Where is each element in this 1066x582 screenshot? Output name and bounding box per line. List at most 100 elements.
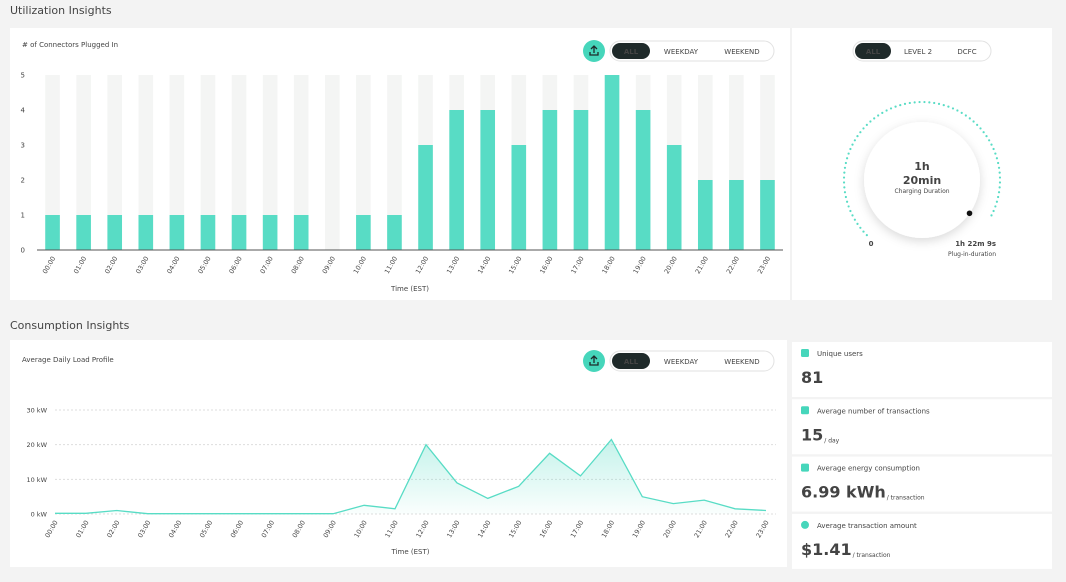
- y-tick-label: 0: [21, 247, 25, 255]
- gauge-dot: [859, 131, 862, 134]
- gauge-dot: [885, 109, 888, 112]
- gauge-dot: [933, 101, 936, 105]
- bar: [418, 145, 433, 250]
- line: [55, 438, 767, 515]
- gauge-dot: [976, 123, 979, 126]
- gauge-max: 1h 22m 9s: [955, 240, 996, 248]
- gauge-dot: [998, 181, 1002, 184]
- bar-track: [76, 75, 91, 250]
- filter-button[interactable]: [612, 43, 650, 59]
- bar-track: [45, 75, 60, 250]
- gauge-dot: [851, 143, 854, 146]
- stat-icon: [801, 463, 809, 472]
- filter-label[interactable]: WEEKDAY: [664, 358, 699, 366]
- gauge-face: [864, 122, 980, 238]
- gauge-dot: [972, 120, 975, 123]
- filter-label[interactable]: LEVEL 2: [904, 48, 932, 56]
- bar-track: [138, 75, 154, 250]
- filter-label[interactable]: DCFC: [957, 48, 976, 56]
- bar: [169, 215, 185, 250]
- gauge-dot: [844, 195, 847, 199]
- x-axis-label: Time (EST): [390, 285, 429, 293]
- stat-card: [792, 399, 1052, 455]
- filter-label[interactable]: ALL: [624, 48, 639, 56]
- bar: [138, 215, 154, 250]
- bar: [449, 110, 464, 250]
- bar: [387, 215, 402, 250]
- gauge-dot: [845, 157, 849, 160]
- gauge-dot: [859, 226, 862, 229]
- bar-track: [231, 75, 247, 250]
- section-title: Consumption Insights: [10, 319, 130, 332]
- filter-label[interactable]: ALL: [624, 358, 639, 366]
- gauge-dot: [845, 200, 849, 203]
- gauge-dot: [985, 222, 988, 225]
- gauge-dot: [994, 205, 997, 208]
- gauge-dot: [988, 218, 991, 221]
- gauge-dot: [942, 103, 945, 107]
- bar-track: [387, 75, 402, 250]
- filter-label[interactable]: WEEKEND: [724, 358, 759, 366]
- filter-button[interactable]: [855, 43, 891, 59]
- gauge-dot: [997, 195, 1000, 199]
- gauge-dot: [998, 176, 1002, 179]
- gauge-dot: [851, 214, 854, 217]
- bar: [200, 215, 216, 250]
- bar: [573, 110, 589, 250]
- gauge-dot: [847, 152, 850, 155]
- gauge-dot: [937, 102, 941, 105]
- x-axis-label: Time (EST): [391, 548, 430, 556]
- bar: [262, 215, 278, 250]
- filter-label[interactable]: WEEKDAY: [664, 48, 699, 56]
- bar: [666, 145, 682, 250]
- bar-track: [262, 75, 278, 250]
- gauge-dot: [843, 166, 847, 169]
- gauge-dot: [862, 127, 865, 130]
- filter-group: [609, 350, 775, 372]
- gauge-dot: [889, 107, 893, 110]
- gauge-dot: [994, 152, 997, 155]
- gauge-dot: [990, 214, 993, 217]
- y-tick-label: 2: [21, 177, 25, 185]
- stat-unit: / day: [824, 437, 839, 444]
- gauge-dot: [985, 135, 988, 138]
- gauge-dot: [995, 200, 999, 203]
- bar: [45, 215, 60, 250]
- gauge-dot: [903, 102, 907, 105]
- filter-label[interactable]: WEEKEND: [724, 48, 759, 56]
- export-icon: [589, 355, 599, 366]
- gauge-dot: [923, 100, 926, 104]
- gauge-dot: [960, 111, 963, 114]
- gauge-dot: [843, 186, 846, 189]
- gauge-dot: [979, 127, 982, 130]
- stat-value: $1.41: [801, 540, 852, 559]
- gauge-hours: 1h: [914, 160, 930, 173]
- gauge-dot: [865, 234, 868, 237]
- gauge-dot: [853, 139, 856, 142]
- gauge-dot: [842, 181, 846, 184]
- bar-track: [293, 75, 309, 250]
- bar: [511, 145, 527, 250]
- gauge-knob: [966, 210, 973, 217]
- gauge-dot: [842, 176, 846, 179]
- bar: [729, 180, 744, 250]
- filter-button[interactable]: [612, 353, 650, 369]
- gauge-dot: [849, 147, 852, 151]
- stat-card: [792, 342, 1052, 397]
- gauge-dot: [968, 117, 971, 120]
- stat-unit: / transaction: [853, 552, 891, 559]
- gauge-dot: [869, 120, 872, 123]
- stat-icon: [801, 520, 809, 529]
- filter-label[interactable]: ALL: [866, 48, 881, 56]
- gauge-dot: [913, 101, 916, 104]
- bar: [480, 110, 496, 250]
- gauge-dot: [894, 105, 897, 108]
- bar: [293, 215, 309, 250]
- gauge-max-caption: Plug-in-duration: [948, 251, 996, 258]
- stat-value: 15: [801, 425, 823, 444]
- gauge-dot: [843, 191, 847, 194]
- bar: [356, 215, 371, 250]
- gauge-dot: [947, 105, 950, 108]
- stat-value: 81: [801, 368, 823, 387]
- gauge-minutes: 20min: [903, 174, 941, 187]
